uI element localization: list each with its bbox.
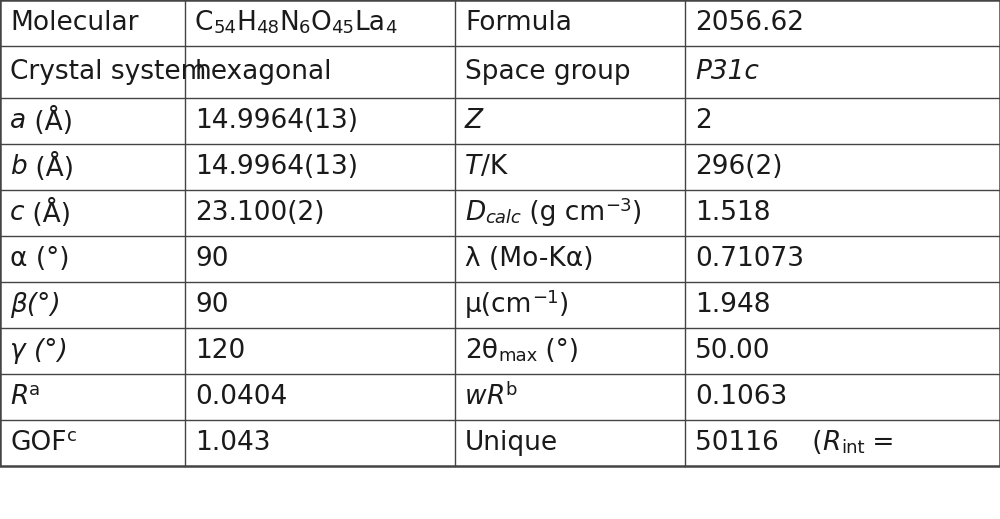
Text: 6: 6 <box>299 19 310 37</box>
Text: R: R <box>487 384 505 410</box>
Text: (g cm: (g cm <box>521 200 605 226</box>
Text: La: La <box>354 10 385 36</box>
Text: ): ) <box>632 200 642 226</box>
Text: C: C <box>195 10 213 36</box>
Text: 50116    (: 50116 ( <box>695 430 822 456</box>
Text: 23.100(2): 23.100(2) <box>195 200 324 226</box>
Text: 48: 48 <box>256 19 279 37</box>
Text: Z: Z <box>465 108 483 134</box>
Text: w: w <box>465 384 487 410</box>
Text: /K: /K <box>481 154 507 180</box>
Text: μ(cm: μ(cm <box>465 292 532 318</box>
Text: N: N <box>279 10 299 36</box>
Text: P31c: P31c <box>695 59 759 85</box>
Text: =: = <box>864 430 895 456</box>
Text: R: R <box>822 430 841 456</box>
Text: b: b <box>10 154 27 180</box>
Text: γ (°): γ (°) <box>10 338 68 364</box>
Text: calc: calc <box>485 209 521 227</box>
Text: 2θ: 2θ <box>465 338 498 364</box>
Text: α (°): α (°) <box>10 246 70 272</box>
Text: a: a <box>10 108 26 134</box>
Text: max: max <box>498 347 537 365</box>
Text: 90: 90 <box>195 246 228 272</box>
Text: GOF: GOF <box>10 430 66 456</box>
Text: O: O <box>310 10 331 36</box>
Text: 45: 45 <box>331 19 354 37</box>
Text: hexagonal: hexagonal <box>195 59 332 85</box>
Text: b: b <box>505 381 516 399</box>
Text: H: H <box>236 10 256 36</box>
Text: (Å): (Å) <box>26 106 73 135</box>
Text: R: R <box>10 384 28 410</box>
Text: (Å): (Å) <box>27 153 74 182</box>
Text: β(°): β(°) <box>10 292 61 318</box>
Text: 0.71073: 0.71073 <box>695 246 804 272</box>
Text: λ (Mo-Kα): λ (Mo-Kα) <box>465 246 594 272</box>
Text: (Å): (Å) <box>24 198 72 227</box>
Text: Space group: Space group <box>465 59 631 85</box>
Text: Formula: Formula <box>465 10 572 36</box>
Text: 14.9964(13): 14.9964(13) <box>195 108 358 134</box>
Text: c: c <box>66 427 76 445</box>
Text: D: D <box>465 200 485 226</box>
Text: a: a <box>28 381 40 399</box>
Text: 2056.62: 2056.62 <box>695 10 804 36</box>
Text: 296(2): 296(2) <box>695 154 782 180</box>
Text: 120: 120 <box>195 338 245 364</box>
Text: −1: −1 <box>532 290 559 307</box>
Text: 14.9964(13): 14.9964(13) <box>195 154 358 180</box>
Text: c: c <box>10 200 24 226</box>
Text: (°): (°) <box>537 338 579 364</box>
Text: 1.518: 1.518 <box>695 200 770 226</box>
Text: Unique: Unique <box>465 430 558 456</box>
Text: 54: 54 <box>213 19 236 37</box>
Text: int: int <box>841 439 864 457</box>
Text: 1.043: 1.043 <box>195 430 270 456</box>
Text: 90: 90 <box>195 292 228 318</box>
Text: ): ) <box>559 292 569 318</box>
Text: 4: 4 <box>385 19 396 37</box>
Text: Crystal system: Crystal system <box>10 59 206 85</box>
Text: 1.948: 1.948 <box>695 292 770 318</box>
Text: 0.1063: 0.1063 <box>695 384 787 410</box>
Bar <box>0 0 1000 466</box>
Text: −3: −3 <box>605 197 632 215</box>
Text: 2: 2 <box>695 108 712 134</box>
Text: 50.00: 50.00 <box>695 338 770 364</box>
Text: 0.0404: 0.0404 <box>195 384 287 410</box>
Text: Molecular: Molecular <box>10 10 138 36</box>
Text: T: T <box>465 154 481 180</box>
